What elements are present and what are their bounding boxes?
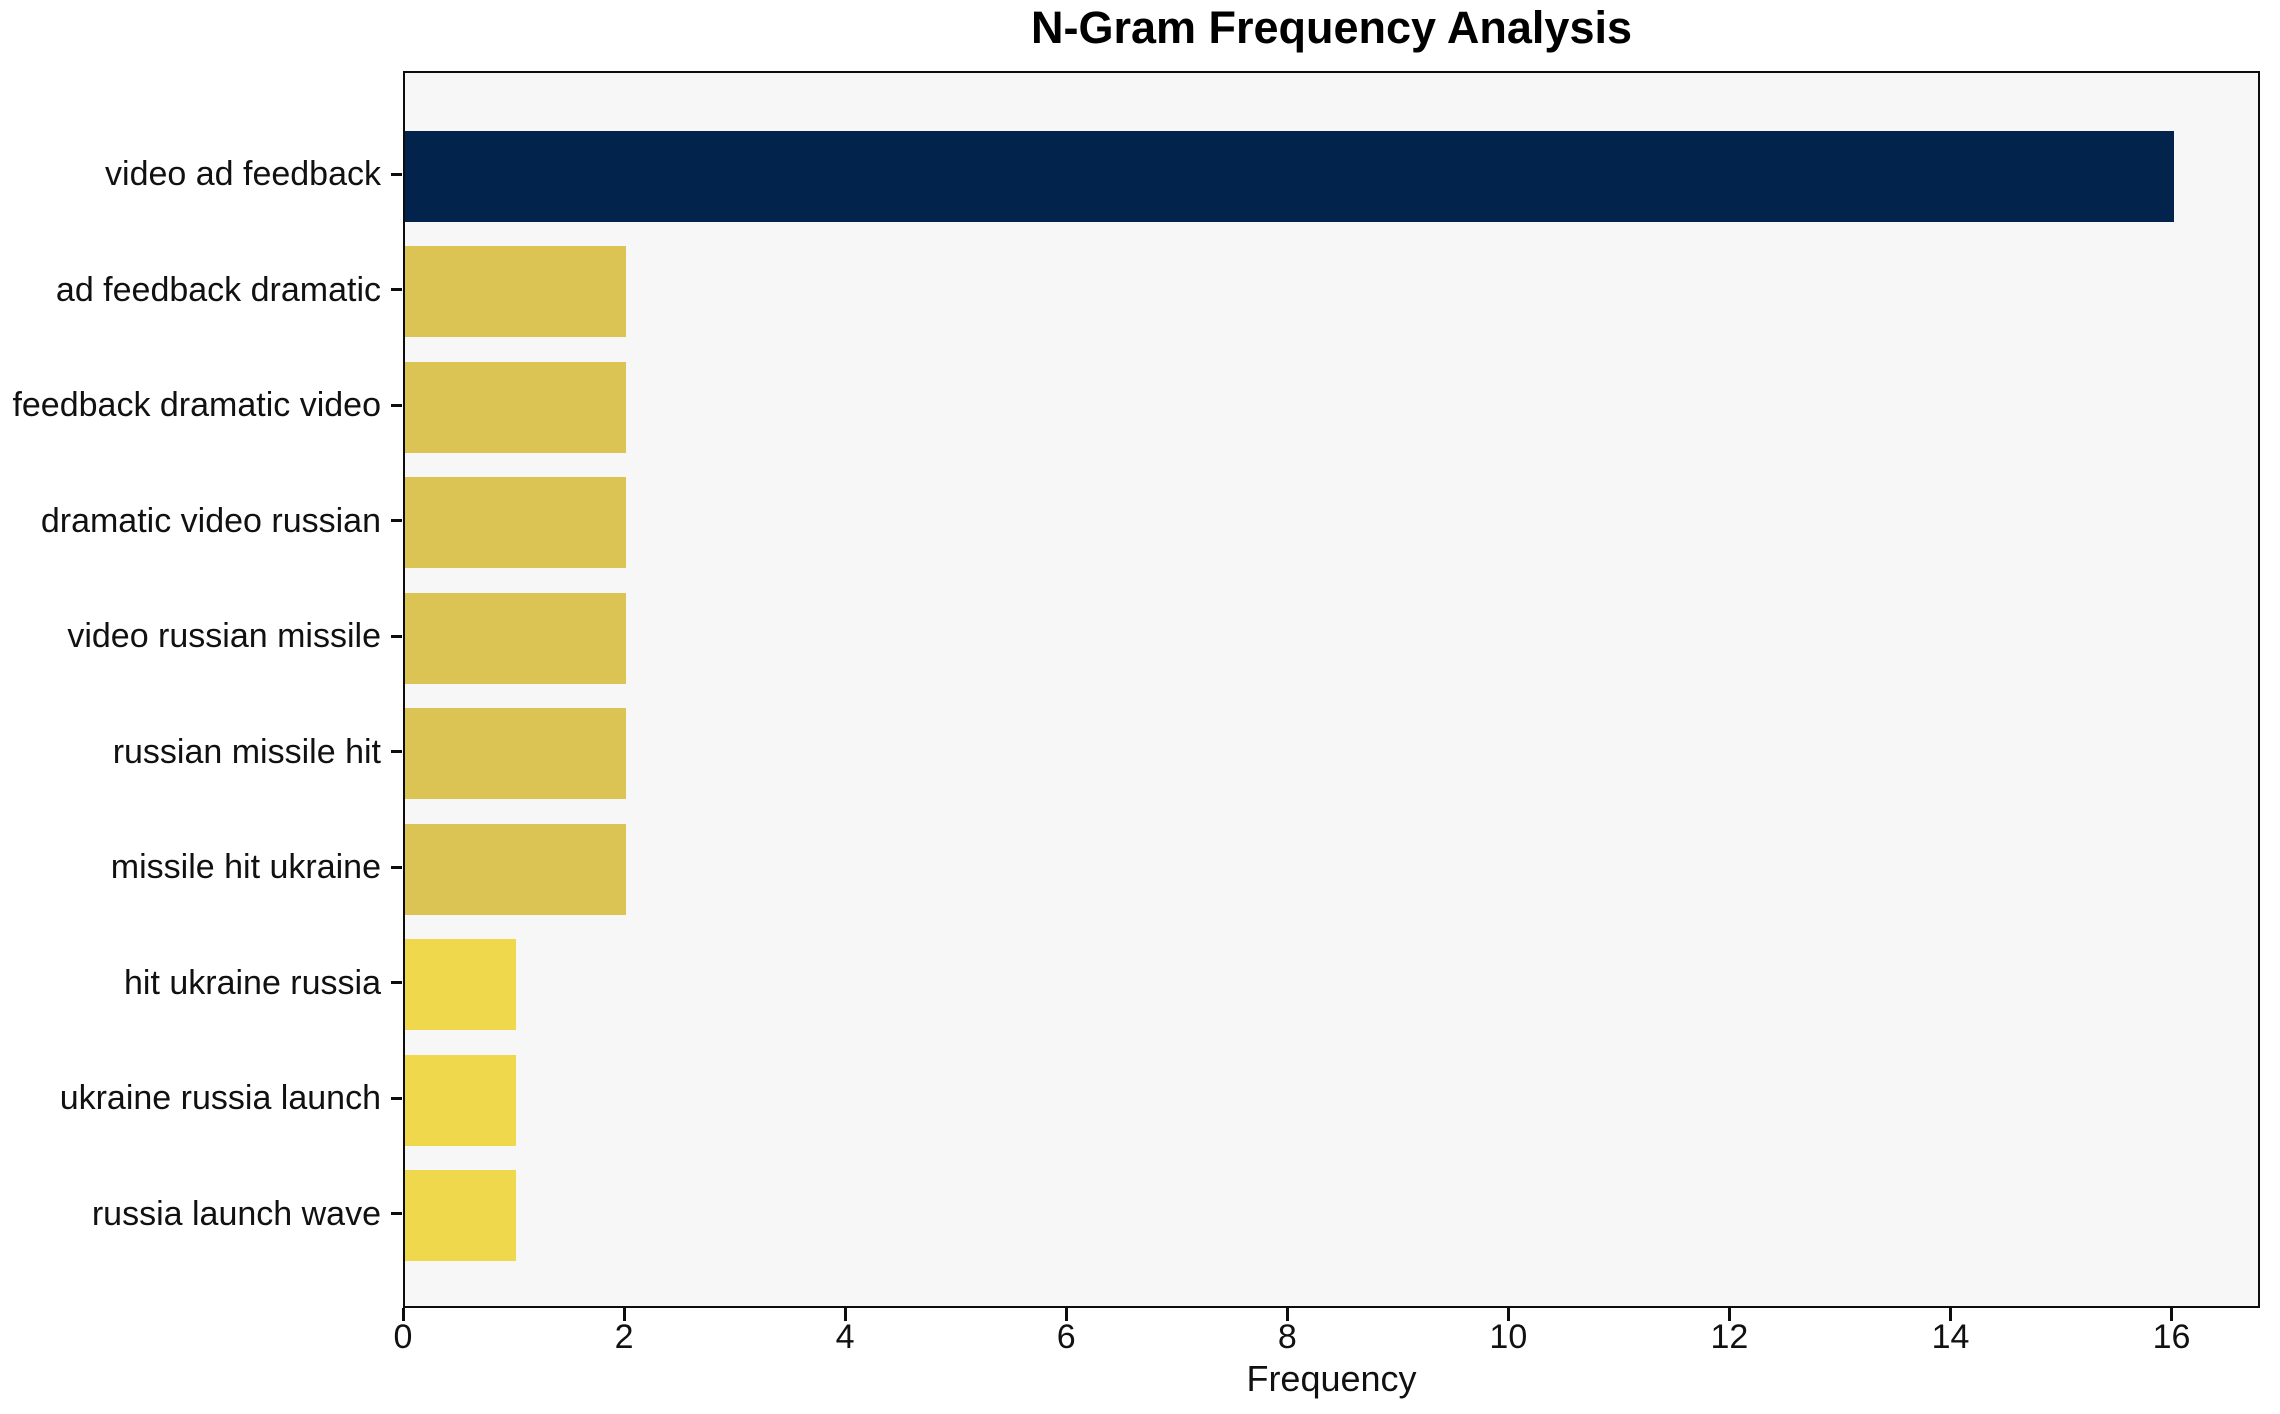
x-tick-mark [401, 1308, 405, 1321]
bar [405, 1054, 516, 1146]
x-tick-mark [1285, 1308, 1289, 1321]
y-tick-mark [391, 750, 402, 753]
x-tick-label: 12 [1710, 1318, 1749, 1356]
x-tick-label: 10 [1489, 1318, 1528, 1356]
x-tick-label: 6 [1056, 1318, 1076, 1356]
x-tick-label: 2 [614, 1318, 634, 1356]
bar [405, 939, 516, 1030]
bar [405, 823, 627, 915]
y-tick-label: video russian missile [67, 617, 381, 655]
bar [405, 477, 627, 568]
y-tick-label: russian missile hit [112, 732, 381, 771]
y-tick-mark [391, 519, 402, 522]
x-tick-mark [1064, 1308, 1068, 1321]
x-tick-mark [2170, 1308, 2174, 1321]
x-axis-title: Frequency [1246, 1358, 1417, 1399]
y-tick-label: feedback dramatic video [12, 386, 381, 424]
y-tick-mark [391, 634, 402, 638]
y-tick-mark [391, 1212, 402, 1215]
y-tick-mark [391, 865, 402, 869]
bar [405, 1170, 516, 1261]
bar [405, 130, 2174, 222]
y-tick-label: dramatic video russian [40, 501, 381, 540]
bar [405, 592, 627, 684]
y-tick-mark [391, 981, 402, 984]
x-tick-label: 8 [1277, 1318, 1297, 1356]
y-tick-mark [391, 403, 402, 407]
y-tick-label: video ad feedback [105, 155, 381, 193]
bar [405, 246, 627, 337]
x-tick-label: 4 [835, 1318, 855, 1356]
x-tick-label: 16 [2152, 1318, 2191, 1356]
x-tick-label: 14 [1931, 1318, 1970, 1356]
x-tick-mark [843, 1308, 847, 1321]
y-tick-label: ukraine russia launch [59, 1079, 381, 1117]
plot-area [403, 71, 2260, 1308]
y-tick-label: russia launch wave [91, 1194, 381, 1233]
y-tick-label: ad feedback dramatic [55, 270, 381, 309]
y-tick-mark [391, 288, 402, 291]
bar [405, 708, 627, 799]
x-tick-mark [1506, 1308, 1510, 1321]
x-tick-mark [622, 1308, 626, 1321]
y-tick-mark [391, 1096, 402, 1100]
y-tick-mark [391, 172, 402, 176]
y-tick-label: missile hit ukraine [110, 848, 381, 886]
y-tick-label: hit ukraine russia [123, 963, 381, 1002]
x-tick-label: 0 [393, 1318, 413, 1356]
chart-title: N-Gram Frequency Analysis [1030, 2, 1633, 53]
x-tick-mark [1727, 1308, 1731, 1321]
bar [405, 361, 627, 453]
x-tick-mark [1949, 1308, 1952, 1321]
